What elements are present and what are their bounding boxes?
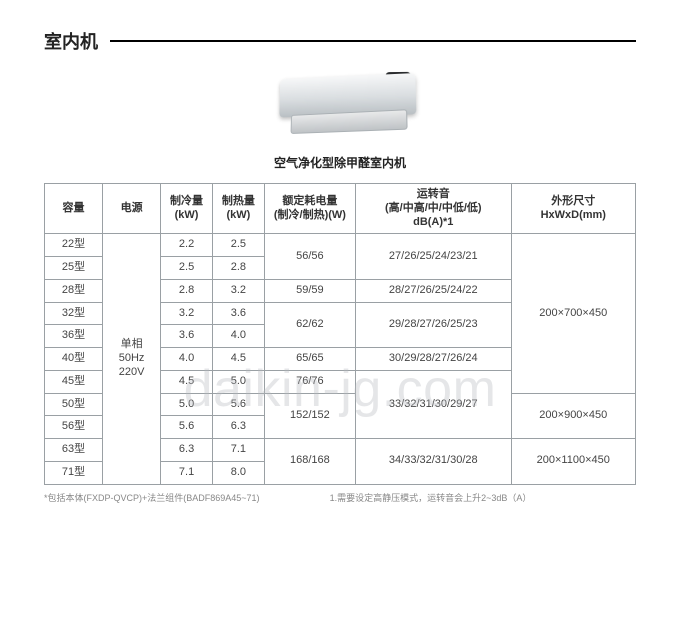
cell-cooling: 2.5 — [161, 257, 213, 280]
product-caption: 空气净化型除甲醛室内机 — [44, 154, 636, 171]
cell-capacity: 45型 — [45, 370, 103, 393]
cell-heating: 7.1 — [212, 439, 264, 462]
product-block: 空气净化型除甲醛室内机 — [44, 66, 636, 171]
spec-table: 容量 电源 制冷量(kW) 制热量(kW) 额定耗电量(制冷/制热)(W) 运转… — [44, 183, 636, 485]
cell-cooling: 2.2 — [161, 234, 213, 257]
col-dimensions: 外形尺寸HxWxD(mm) — [511, 184, 635, 234]
cell-capacity: 36型 — [45, 325, 103, 348]
cell-rated: 59/59 — [264, 279, 355, 302]
cell-cooling: 2.8 — [161, 279, 213, 302]
col-cooling: 制冷量(kW) — [161, 184, 213, 234]
cell-cooling: 4.0 — [161, 348, 213, 371]
cell-capacity: 50型 — [45, 393, 103, 416]
cell-heating: 2.8 — [212, 257, 264, 280]
cell-noise: 33/32/31/30/29/27 — [356, 370, 512, 438]
cell-heating: 5.6 — [212, 393, 264, 416]
cell-heating: 5.0 — [212, 370, 264, 393]
col-noise: 运转音(高/中高/中/中低/低)dB(A)*1 — [356, 184, 512, 234]
cell-dimensions: 200×900×450 — [511, 393, 635, 439]
section-heading: 室内机 — [44, 28, 636, 54]
cell-dimensions: 200×700×450 — [511, 234, 635, 393]
col-heating: 制热量(kW) — [212, 184, 264, 234]
footnote-right: 1.需要设定高静压模式，运转音会上升2~3dB（A） — [330, 491, 532, 504]
cell-rated: 76/76 — [264, 370, 355, 393]
cell-noise: 34/33/32/31/30/28 — [356, 439, 512, 485]
cell-capacity: 63型 — [45, 439, 103, 462]
cell-heating: 6.3 — [212, 416, 264, 439]
cell-cooling: 6.3 — [161, 439, 213, 462]
cell-cooling: 3.6 — [161, 325, 213, 348]
cell-capacity: 22型 — [45, 234, 103, 257]
cell-cooling: 5.6 — [161, 416, 213, 439]
cell-heating: 3.6 — [212, 302, 264, 325]
cell-cooling: 5.0 — [161, 393, 213, 416]
cell-noise: 27/26/25/24/23/21 — [356, 234, 512, 280]
heading-text: 室内机 — [44, 28, 98, 54]
cell-cooling: 4.5 — [161, 370, 213, 393]
cell-rated: 62/62 — [264, 302, 355, 348]
col-capacity: 容量 — [45, 184, 103, 234]
cell-noise: 29/28/27/26/25/23 — [356, 302, 512, 348]
cell-noise: 30/29/28/27/26/24 — [356, 348, 512, 371]
table-row: 22型单相50Hz220V2.22.556/5627/26/25/24/23/2… — [45, 234, 636, 257]
cell-capacity: 28型 — [45, 279, 103, 302]
cell-capacity: 40型 — [45, 348, 103, 371]
cell-cooling: 3.2 — [161, 302, 213, 325]
cell-power: 单相50Hz220V — [103, 234, 161, 484]
cell-capacity: 71型 — [45, 461, 103, 484]
footnote-left: *包括本体(FXDP-QVCP)+法兰组件(BADF869A45~71) — [44, 491, 260, 504]
col-power: 电源 — [103, 184, 161, 234]
cell-capacity: 32型 — [45, 302, 103, 325]
cell-rated: 56/56 — [264, 234, 355, 280]
cell-heating: 4.0 — [212, 325, 264, 348]
cell-heating: 8.0 — [212, 461, 264, 484]
cell-capacity: 56型 — [45, 416, 103, 439]
cell-heating: 2.5 — [212, 234, 264, 257]
cell-cooling: 7.1 — [161, 461, 213, 484]
cell-dimensions: 200×1100×450 — [511, 439, 635, 485]
product-illustration — [255, 66, 425, 146]
heading-rule — [110, 40, 636, 42]
footnotes: *包括本体(FXDP-QVCP)+法兰组件(BADF869A45~71) 1.需… — [44, 491, 636, 504]
cell-heating: 4.5 — [212, 348, 264, 371]
col-rated: 额定耗电量(制冷/制热)(W) — [264, 184, 355, 234]
table-header-row: 容量 电源 制冷量(kW) 制热量(kW) 额定耗电量(制冷/制热)(W) 运转… — [45, 184, 636, 234]
cell-heating: 3.2 — [212, 279, 264, 302]
cell-rated: 152/152 — [264, 393, 355, 439]
cell-rated: 65/65 — [264, 348, 355, 371]
cell-capacity: 25型 — [45, 257, 103, 280]
cell-rated: 168/168 — [264, 439, 355, 485]
cell-noise: 28/27/26/25/24/22 — [356, 279, 512, 302]
